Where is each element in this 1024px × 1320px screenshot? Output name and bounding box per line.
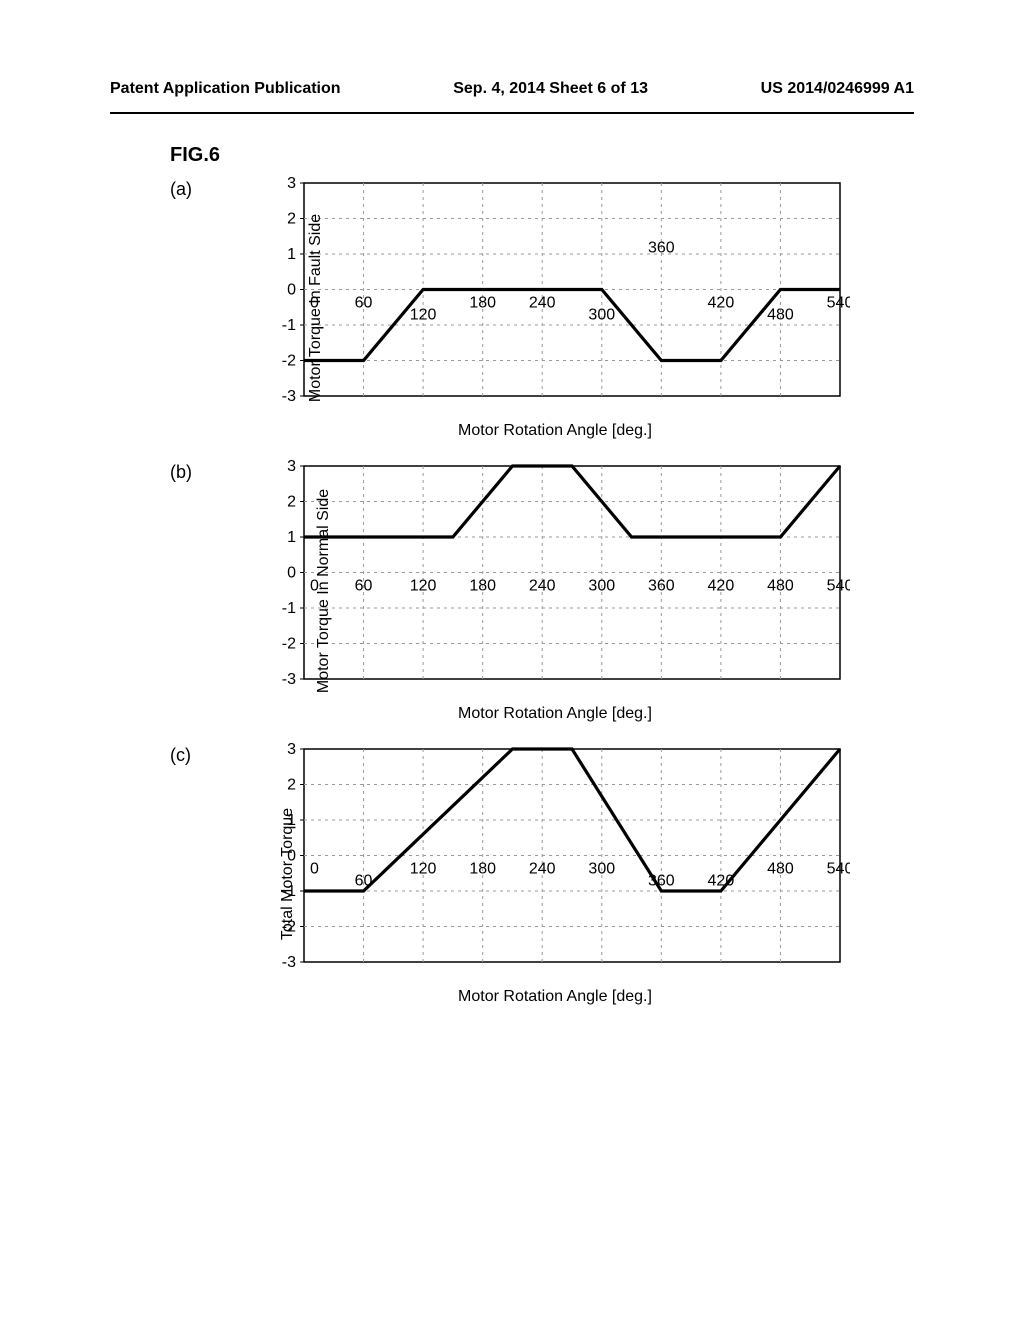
- chart-svg: -3-2-10123060120180240300360420480540: [260, 741, 850, 986]
- svg-text:300: 300: [588, 578, 615, 595]
- svg-text:3: 3: [287, 741, 296, 758]
- svg-text:180: 180: [469, 295, 496, 312]
- svg-text:0: 0: [310, 861, 319, 878]
- y-axis-label: Total Motor Torque: [279, 807, 297, 939]
- svg-text:-3: -3: [282, 388, 296, 405]
- plot-area: -3-2-10123060120180240300360420480540: [260, 741, 914, 986]
- svg-text:300: 300: [588, 307, 615, 324]
- svg-text:480: 480: [767, 307, 794, 324]
- page-header: Patent Application Publication Sep. 4, 2…: [0, 0, 1024, 108]
- header-right: US 2014/0246999 A1: [761, 80, 914, 98]
- svg-text:480: 480: [767, 861, 794, 878]
- subplot-label: (b): [170, 462, 192, 483]
- plot-area: -3-2-10123060120180240300360420480540: [260, 458, 914, 703]
- chart-block: (c)Total Motor Torque-3-2-10123060120180…: [110, 741, 914, 1006]
- subplot-label: (a): [170, 179, 192, 200]
- svg-text:240: 240: [529, 861, 556, 878]
- svg-text:480: 480: [767, 578, 794, 595]
- chart-block: (a) Motor Torque In Fault Side -3 -2 -1 0 1 2 30…: [110, 175, 914, 440]
- svg-text:240: 240: [529, 295, 556, 312]
- svg-text:420: 420: [708, 295, 735, 312]
- svg-text:-1: -1: [282, 600, 296, 617]
- plot-area: -3-2-10123060120180240300360420480540: [260, 175, 914, 420]
- svg-text:3: 3: [287, 175, 296, 192]
- svg-text:540: 540: [827, 861, 850, 878]
- header-center: Sep. 4, 2014 Sheet 6 of 13: [453, 80, 648, 98]
- svg-text:300: 300: [588, 861, 615, 878]
- svg-text:60: 60: [355, 578, 373, 595]
- x-axis-label: Motor Rotation Angle [deg.]: [260, 988, 850, 1006]
- header-left: Patent Application Publication: [110, 80, 341, 98]
- svg-text:-2: -2: [282, 353, 296, 370]
- svg-text:-1: -1: [282, 317, 296, 334]
- svg-text:0: 0: [287, 282, 296, 299]
- figure-label: FIG.6: [170, 144, 914, 167]
- chart-block: (b) Motor Torque In Normal Side -3 -2 -1 0 1 2 3…: [110, 458, 914, 723]
- svg-text:180: 180: [469, 861, 496, 878]
- svg-text:1: 1: [287, 529, 296, 546]
- svg-text:3: 3: [287, 458, 296, 475]
- svg-text:120: 120: [410, 578, 437, 595]
- svg-text:240: 240: [529, 578, 556, 595]
- figure-content: FIG.6 (a) Motor Torque In Fault Side -3 -2 -…: [0, 114, 1024, 1006]
- y-axis-label: Motor Torque In Fault Side: [307, 213, 325, 401]
- svg-text:-3: -3: [282, 954, 296, 971]
- svg-text:2: 2: [287, 494, 296, 511]
- svg-text:0: 0: [287, 565, 296, 582]
- svg-text:2: 2: [287, 777, 296, 794]
- svg-text:360: 360: [648, 240, 675, 257]
- charts-container: (a)Motor Torque In Fault Side-3-2-101230…: [110, 175, 914, 1006]
- svg-text:360: 360: [648, 578, 675, 595]
- svg-text:120: 120: [410, 861, 437, 878]
- svg-text:180: 180: [469, 578, 496, 595]
- y-axis-label: Motor Torque In Normal Side: [315, 488, 333, 692]
- svg-text:2: 2: [287, 211, 296, 228]
- svg-text:540: 540: [827, 295, 850, 312]
- svg-text:540: 540: [827, 578, 850, 595]
- svg-text:60: 60: [355, 295, 373, 312]
- subplot-label: (c): [170, 745, 191, 766]
- svg-text:420: 420: [708, 578, 735, 595]
- x-axis-label: Motor Rotation Angle [deg.]: [260, 422, 850, 440]
- svg-text:120: 120: [410, 307, 437, 324]
- x-axis-label: Motor Rotation Angle [deg.]: [260, 705, 850, 723]
- chart-svg: -3-2-10123060120180240300360420480540: [260, 458, 850, 703]
- svg-text:1: 1: [287, 246, 296, 263]
- svg-text:-2: -2: [282, 636, 296, 653]
- svg-text:-3: -3: [282, 671, 296, 688]
- chart-svg: -3-2-10123060120180240300360420480540: [260, 175, 850, 420]
